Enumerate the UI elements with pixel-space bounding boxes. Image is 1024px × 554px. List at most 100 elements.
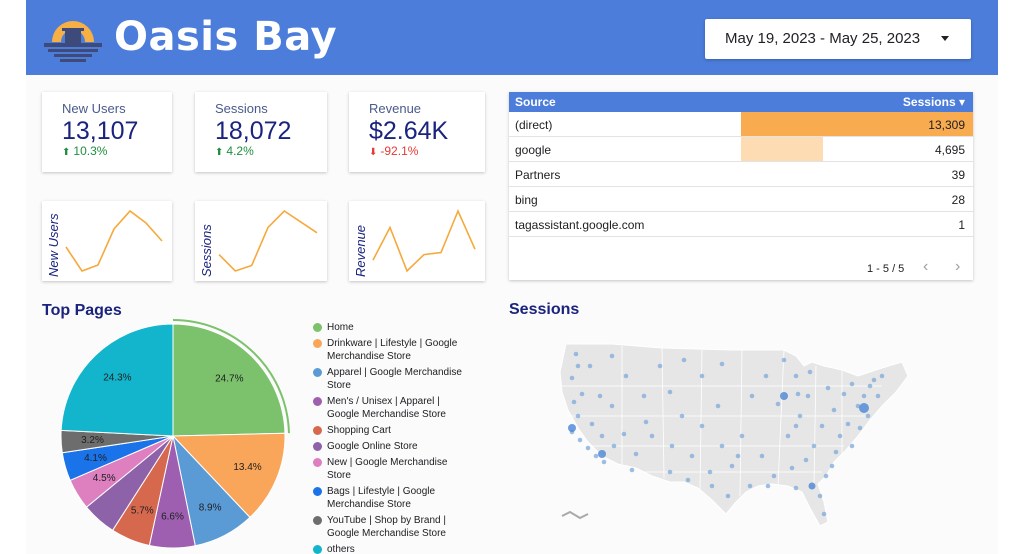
legend-swatch (313, 458, 322, 467)
pie-slice-label: 5.7% (131, 506, 154, 517)
session-dot (641, 393, 647, 399)
session-dot (609, 403, 615, 409)
legend-label: Apparel | Google Merchandise Store (327, 367, 462, 391)
session-dot (817, 493, 823, 499)
legend-item[interactable]: Shopping Cart (313, 424, 473, 437)
session-dot (593, 453, 599, 459)
session-dot (797, 413, 803, 419)
session-dot (609, 353, 615, 359)
legend-item[interactable]: Bags | Lifestyle | Google Merchandise St… (313, 485, 473, 511)
kpi-value: 18,072 (215, 117, 292, 145)
session-dot (875, 393, 881, 399)
session-dot (685, 477, 691, 483)
sessions-cell: 13,309 (928, 118, 965, 132)
legend-swatch (313, 516, 322, 525)
us-map-outline (559, 343, 909, 527)
legend-label: Bags | Lifestyle | Google Merchandise St… (327, 486, 436, 510)
session-dot (649, 433, 655, 439)
legend-swatch (313, 426, 322, 435)
kpi-label: New Users (62, 101, 126, 116)
page-margin-left (0, 0, 26, 554)
next-page-icon[interactable]: › (955, 258, 961, 275)
sparkline-card-revenue: Revenue (349, 201, 485, 281)
kpi-label: Sessions (215, 101, 268, 116)
session-dot (633, 451, 639, 457)
table-row[interactable]: tagassistant.google.com 1 (509, 212, 973, 237)
session-dot (849, 443, 855, 449)
sparkline-chart (372, 208, 476, 273)
session-dot (865, 413, 871, 419)
legend-item[interactable]: others (313, 543, 473, 554)
pie-slice-label: 3.2% (81, 435, 104, 446)
sessions-us-map[interactable] (552, 336, 912, 536)
session-dot (821, 511, 827, 517)
arrow-up-icon: ⬆ (62, 147, 71, 158)
state-border (661, 347, 665, 479)
source-cell: Partners (515, 168, 561, 182)
table-row[interactable]: (direct) 13,309 (509, 112, 973, 137)
session-dot (803, 457, 809, 463)
sparkline-series (372, 208, 476, 273)
state-border (777, 349, 785, 487)
session-dot (575, 413, 581, 419)
legend-item[interactable]: Google Online Store (313, 440, 473, 453)
session-dot (629, 467, 635, 473)
legend-item[interactable]: YouTube | Shop by Brand | Google Merchan… (313, 514, 473, 540)
sparkline-card-new-users: New Users (42, 201, 172, 281)
kpi-delta-value: 10.3% (73, 144, 108, 158)
legend-item[interactable]: Home (313, 321, 473, 334)
session-dot (569, 375, 575, 381)
session-dot (611, 443, 617, 449)
sparkline-series (65, 209, 163, 272)
source-cell: google (515, 143, 552, 157)
pie-slice-label: 4.1% (84, 453, 107, 464)
session-dot (689, 453, 695, 459)
prev-page-icon[interactable]: ‹ (923, 258, 929, 275)
pie-slice-label: 8.9% (199, 503, 222, 514)
pie-legend: Home Drinkware | Lifestyle | Google Merch… (313, 321, 473, 554)
session-dot (749, 393, 755, 399)
session-dot (621, 431, 627, 437)
date-range-picker[interactable]: May 19, 2023 - May 25, 2023 (705, 19, 971, 59)
table-row[interactable]: google 4,695 (509, 137, 973, 162)
session-dot (669, 443, 675, 449)
session-dot (597, 393, 603, 399)
session-dot (849, 381, 855, 387)
session-dot (781, 357, 787, 363)
session-dot (715, 403, 721, 409)
kpi-card-sessions: Sessions 18,072 ⬆ 4.2% (195, 92, 327, 172)
session-dot (793, 423, 799, 429)
source-cell: bing (515, 193, 538, 207)
legend-item[interactable]: Apparel | Google Merchandise Store (313, 366, 473, 392)
page-margin-right (998, 0, 1024, 554)
session-dot (811, 443, 817, 449)
source-cell: (direct) (515, 118, 553, 132)
pie-slice[interactable] (60, 323, 174, 437)
legend-item[interactable]: New | Google Merchandise Store (313, 456, 473, 482)
session-dot (577, 437, 583, 443)
pie-slice-label: 4.5% (93, 473, 116, 484)
session-dot (771, 473, 777, 479)
kpi-delta: ⬇ -92.1% (369, 144, 418, 158)
session-dot (785, 433, 791, 439)
session-dot (871, 377, 877, 383)
session-dot (837, 433, 843, 439)
column-header-sessions-sort[interactable]: Sessions ▾ (903, 95, 965, 109)
alaska-fragment (561, 510, 589, 520)
pie-slice-label: 13.4% (233, 462, 261, 473)
legend-item[interactable]: Men's / Unisex | Apparel | Google Mercha… (313, 395, 473, 421)
pagination-text: 1 - 5 / 5 (867, 263, 905, 275)
pie-slice[interactable] (172, 323, 286, 437)
session-dot (775, 401, 781, 407)
session-dot (819, 423, 825, 429)
kpi-value: 13,107 (62, 117, 139, 145)
state-border (699, 349, 703, 491)
source-table: Source Sessions ▾ (direct) 13,309 google 4,… (509, 92, 973, 280)
pie-slice[interactable] (171, 432, 286, 519)
legend-swatch (313, 368, 322, 377)
legend-item[interactable]: Drinkware | Lifestyle | Google Merchandi… (313, 337, 473, 363)
session-dot (601, 459, 607, 465)
session-dot (879, 373, 885, 379)
table-row[interactable]: bing 28 (509, 187, 973, 212)
table-row[interactable]: Partners 39 (509, 162, 973, 187)
